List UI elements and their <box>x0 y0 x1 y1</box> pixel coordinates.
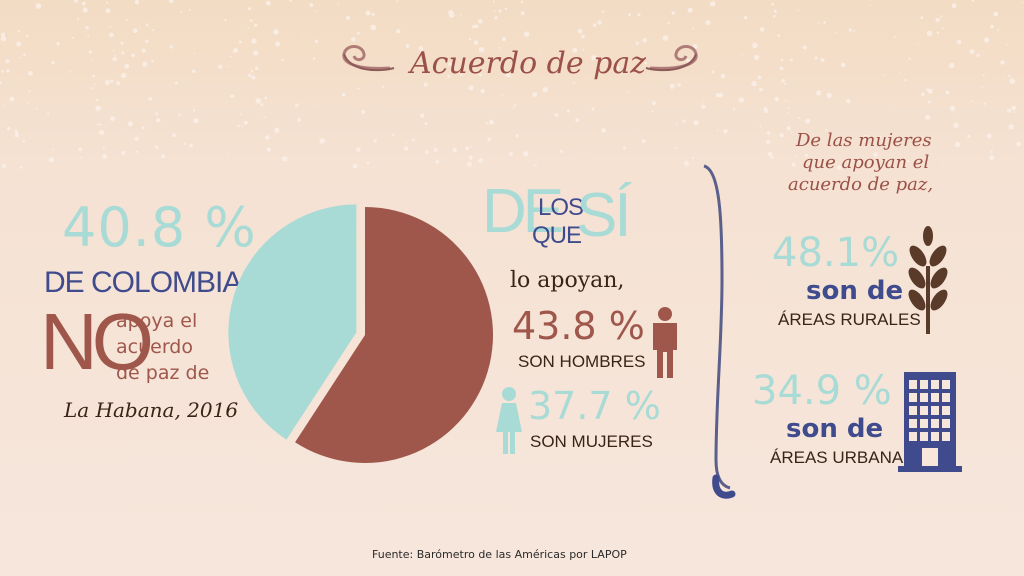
middle-apoyan: lo apoyan, <box>510 268 625 293</box>
woman-icon <box>496 387 522 454</box>
urban-label: ÁREAS URBANAS <box>770 448 915 467</box>
pie-slice-1 <box>295 207 493 463</box>
man-icon <box>653 307 677 378</box>
women-percent: 37.7 % <box>528 384 661 428</box>
right-heading-1: De las mujeres <box>796 130 932 151</box>
women-label: SON MUJERES <box>530 432 653 451</box>
left-acuerdo: acuerdo <box>116 336 193 358</box>
pie-slice-0 <box>228 204 357 440</box>
men-label: SON HOMBRES <box>518 352 646 371</box>
middle-que: QUE <box>532 222 582 249</box>
page-title: Acuerdo de paz <box>410 46 647 81</box>
wheat-icon <box>908 226 948 334</box>
left-percent: 40.8 % <box>62 196 257 259</box>
rural-label: ÁREAS RURALES <box>778 310 921 329</box>
brace-connector <box>703 164 736 499</box>
building-icon <box>898 372 962 472</box>
middle-de: DE <box>482 177 564 246</box>
men-percent: 43.8 % <box>512 304 645 348</box>
left-no: NO <box>40 297 154 386</box>
title-ornament <box>342 45 698 72</box>
right-heading-3: acuerdo de paz, <box>788 174 934 195</box>
source-note: Fuente: Barómetro de las Américas por LA… <box>372 548 627 561</box>
urban-percent: 34.9 % <box>752 368 892 414</box>
pie-chart <box>228 204 493 463</box>
middle-si: SÍ <box>576 181 632 250</box>
middle-los: LOS <box>538 194 584 221</box>
rural-percent: 48.1% <box>772 230 900 276</box>
urban-son-de: son de <box>786 414 884 444</box>
left-apoya: apoya el <box>116 310 198 332</box>
right-heading-2: que apoyan el <box>802 152 930 173</box>
rural-son-de: son de <box>806 276 904 306</box>
left-habana: La Habana, 2016 <box>64 398 239 422</box>
left-depaz: de paz de <box>116 362 210 384</box>
